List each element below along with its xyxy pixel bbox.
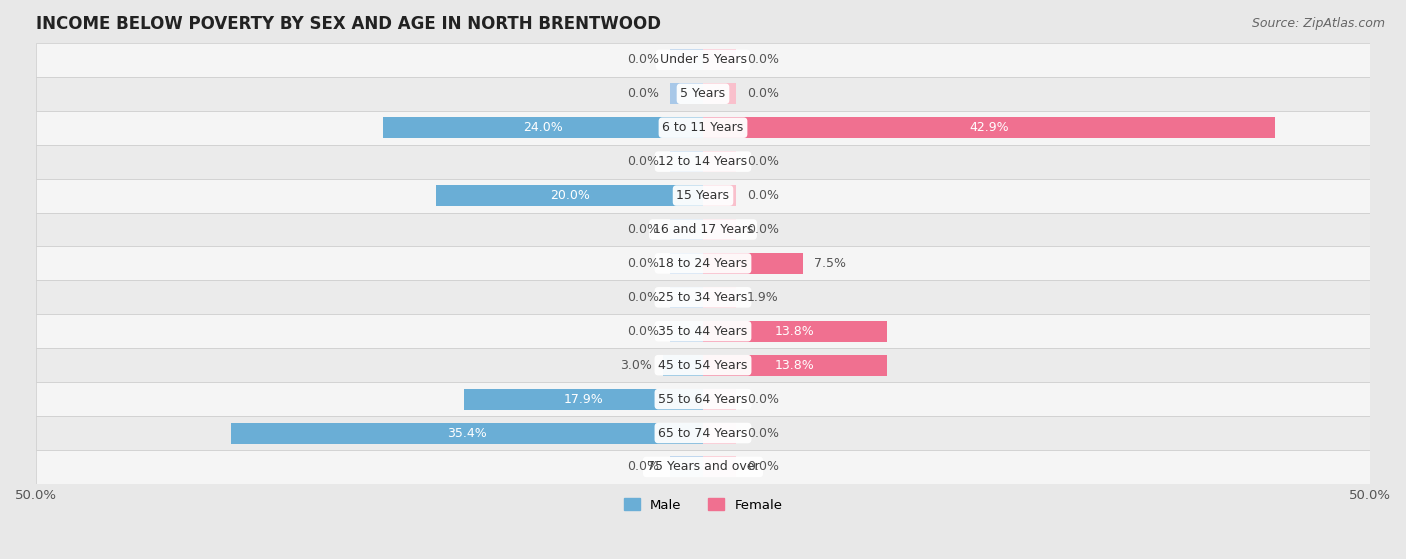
Text: 0.0%: 0.0% [627,257,659,270]
Text: 13.8%: 13.8% [775,325,815,338]
Text: 25 to 34 Years: 25 to 34 Years [658,291,748,304]
Bar [703,253,803,274]
Bar [703,354,887,376]
Text: 1.9%: 1.9% [747,291,779,304]
Bar [37,247,1369,281]
Bar [436,185,703,206]
Bar [382,117,703,138]
Bar [231,423,703,443]
Bar [37,348,1369,382]
Text: 0.0%: 0.0% [747,461,779,473]
Text: 0.0%: 0.0% [747,223,779,236]
Bar [37,145,1369,178]
Text: 45 to 54 Years: 45 to 54 Years [658,359,748,372]
Text: Source: ZipAtlas.com: Source: ZipAtlas.com [1251,17,1385,30]
Bar [703,253,803,274]
Bar [669,287,703,308]
Bar [231,423,703,443]
Text: 3.0%: 3.0% [620,359,652,372]
Text: 17.9%: 17.9% [564,392,603,406]
Text: 0.0%: 0.0% [627,325,659,338]
Text: 0.0%: 0.0% [747,87,779,100]
Text: Under 5 Years: Under 5 Years [659,53,747,67]
Text: 0.0%: 0.0% [627,155,659,168]
Bar [664,354,703,376]
Bar [703,151,737,172]
Text: 42.9%: 42.9% [969,121,1010,134]
Legend: Male, Female: Male, Female [619,493,787,517]
Text: 0.0%: 0.0% [627,87,659,100]
Text: 0.0%: 0.0% [747,189,779,202]
Bar [703,354,887,376]
Text: 0.0%: 0.0% [747,155,779,168]
Text: 7.5%: 7.5% [814,257,846,270]
Bar [669,253,703,274]
Bar [37,111,1369,145]
Bar [703,49,737,70]
Bar [464,389,703,410]
Bar [37,178,1369,212]
Bar [436,185,703,206]
Bar [37,212,1369,247]
Text: 0.0%: 0.0% [747,392,779,406]
Text: 0.0%: 0.0% [747,53,779,67]
Text: 0.0%: 0.0% [627,53,659,67]
Bar [37,77,1369,111]
Text: INCOME BELOW POVERTY BY SEX AND AGE IN NORTH BRENTWOOD: INCOME BELOW POVERTY BY SEX AND AGE IN N… [37,15,661,33]
Text: 6 to 11 Years: 6 to 11 Years [662,121,744,134]
Text: 18 to 24 Years: 18 to 24 Years [658,257,748,270]
Bar [37,314,1369,348]
Bar [37,281,1369,314]
Bar [37,450,1369,484]
Text: 35.4%: 35.4% [447,427,486,439]
Bar [669,321,703,342]
Bar [37,416,1369,450]
Text: 0.0%: 0.0% [627,223,659,236]
Text: 0.0%: 0.0% [627,291,659,304]
Bar [703,423,737,443]
Text: 12 to 14 Years: 12 to 14 Years [658,155,748,168]
Text: 35 to 44 Years: 35 to 44 Years [658,325,748,338]
Bar [464,389,703,410]
Bar [703,185,737,206]
Bar [669,151,703,172]
Bar [703,117,1275,138]
Text: 65 to 74 Years: 65 to 74 Years [658,427,748,439]
Text: 13.8%: 13.8% [775,359,815,372]
Text: 24.0%: 24.0% [523,121,562,134]
Bar [703,219,737,240]
Bar [703,321,887,342]
Bar [703,117,1275,138]
Bar [382,117,703,138]
Text: 15 Years: 15 Years [676,189,730,202]
Bar [703,287,737,308]
Bar [703,83,737,105]
Text: 55 to 64 Years: 55 to 64 Years [658,392,748,406]
Bar [669,49,703,70]
Bar [669,83,703,105]
Text: 20.0%: 20.0% [550,189,589,202]
Text: 0.0%: 0.0% [627,461,659,473]
Text: 75 Years and over: 75 Years and over [647,461,759,473]
Bar [669,457,703,477]
Text: 5 Years: 5 Years [681,87,725,100]
Text: 16 and 17 Years: 16 and 17 Years [652,223,754,236]
Bar [669,219,703,240]
Text: 0.0%: 0.0% [747,427,779,439]
Bar [703,389,737,410]
Bar [37,382,1369,416]
Bar [664,354,703,376]
Bar [703,321,887,342]
Bar [703,457,737,477]
Bar [37,43,1369,77]
